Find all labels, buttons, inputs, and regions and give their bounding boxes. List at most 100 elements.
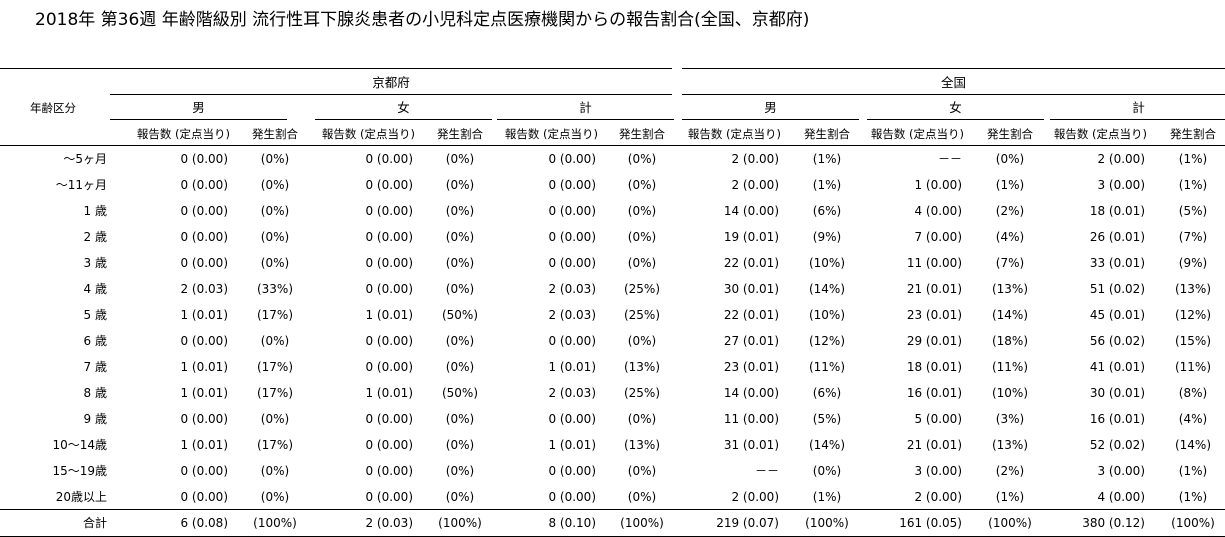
count-cell: 0 (0.00) [180, 204, 228, 218]
total-count-cell: 6 (0.08) [180, 516, 228, 530]
total-rate-cell: (100%) [253, 516, 297, 530]
age-label: 15～19歳 [52, 464, 107, 478]
rate-cell: (50%) [441, 386, 479, 400]
count-cell: 27 (0.01) [723, 334, 779, 348]
age-label: 7 歳 [83, 360, 107, 374]
count-cell: 0 (0.00) [365, 204, 413, 218]
total-count-cell: 219 (0.07) [716, 516, 779, 530]
count-cell: 0 (0.00) [365, 412, 413, 426]
age-label: 8 歳 [83, 386, 107, 400]
count-cell: 0 (0.00) [365, 334, 413, 348]
rate-cell: (0%) [627, 256, 657, 270]
count-cell: 0 (0.00) [365, 360, 413, 374]
total-rate-cell: (100%) [988, 516, 1032, 530]
count-cell: 26 (0.01) [1089, 230, 1145, 244]
count-cell: 1 (0.01) [180, 438, 228, 452]
header-bottom-rule [0, 145, 1225, 146]
rate-cell: (2%) [995, 204, 1025, 218]
rate-cell: (4%) [995, 230, 1025, 244]
rate-cell: (0%) [260, 490, 290, 504]
rate-cell: (17%) [256, 386, 294, 400]
total-rate-cell: (100%) [805, 516, 849, 530]
count-cell: 5 (0.00) [914, 412, 962, 426]
count-cell: 23 (0.01) [723, 360, 779, 374]
rate-cell: (0%) [445, 230, 475, 244]
count-cell: 11 (0.00) [723, 412, 779, 426]
rate-cell: (0%) [445, 282, 475, 296]
rate-cell: (11%) [808, 360, 846, 374]
rate-cell: (1%) [995, 490, 1025, 504]
region-underline-0 [110, 94, 672, 95]
count-cell: 0 (0.00) [180, 256, 228, 270]
count-cell: 0 (0.00) [548, 490, 596, 504]
rate-cell: (11%) [991, 360, 1029, 374]
rate-subheader: 発生割合 [437, 127, 483, 141]
rate-cell: (0%) [812, 464, 842, 478]
rate-subheader: 発生割合 [619, 127, 665, 141]
sex-header: 女 [949, 100, 962, 115]
total-top-rule [0, 509, 1225, 510]
count-cell: 16 (0.01) [1089, 412, 1145, 426]
rate-cell: (10%) [808, 308, 846, 322]
count-cell: 1 (0.01) [180, 360, 228, 374]
rate-cell: (14%) [808, 282, 846, 296]
rate-cell: (7%) [995, 256, 1025, 270]
rate-subheader: 発生割合 [804, 127, 850, 141]
top-rule [0, 68, 672, 69]
count-subheader: 報告数 (定点当り) [1053, 127, 1147, 141]
count-cell: 1 (0.01) [548, 360, 596, 374]
total-label: 合計 [82, 516, 107, 530]
count-cell: 0 (0.00) [365, 256, 413, 270]
rate-cell: (1%) [812, 178, 842, 192]
rate-cell: (15%) [1174, 334, 1212, 348]
rate-cell: (17%) [256, 438, 294, 452]
rate-cell: (11%) [1174, 360, 1212, 374]
age-label: 1 歳 [83, 204, 107, 218]
page-title: 2018年 第36週 年齢階級別 流行性耳下腺炎患者の小児科定点医療機関からの報… [35, 10, 810, 30]
total-count-cell: 380 (0.12) [1082, 516, 1145, 530]
sex-header: 男 [192, 100, 205, 115]
rate-cell: (12%) [808, 334, 846, 348]
count-cell: 0 (0.00) [365, 464, 413, 478]
count-cell: 33 (0.01) [1089, 256, 1145, 270]
count-cell: 0 (0.00) [180, 230, 228, 244]
rate-cell: (0%) [627, 464, 657, 478]
rate-cell: (1%) [812, 490, 842, 504]
count-cell: 0 (0.00) [180, 412, 228, 426]
count-cell: 1 (0.01) [180, 308, 228, 322]
count-cell: 0 (0.00) [548, 230, 596, 244]
rate-cell: (6%) [812, 204, 842, 218]
count-cell: 29 (0.01) [906, 334, 962, 348]
rate-cell: (9%) [1178, 256, 1208, 270]
sex-underline-3 [682, 119, 859, 120]
count-cell: 1 (0.00) [914, 178, 962, 192]
sex-header: 女 [397, 100, 410, 115]
rate-cell: (3%) [995, 412, 1025, 426]
rate-cell: (0%) [260, 464, 290, 478]
count-cell: 0 (0.00) [180, 490, 228, 504]
sex-underline-2 [497, 119, 674, 120]
rate-cell: (0%) [260, 412, 290, 426]
count-cell: 0 (0.00) [180, 464, 228, 478]
rate-cell: (0%) [260, 178, 290, 192]
rate-cell: (1%) [1178, 178, 1208, 192]
sex-header: 計 [1132, 100, 1145, 115]
count-cell: 0 (0.00) [180, 334, 228, 348]
rate-cell: (0%) [445, 334, 475, 348]
count-cell: 0 (0.00) [365, 490, 413, 504]
count-cell: 3 (0.00) [914, 464, 962, 478]
count-cell: 2 (0.00) [731, 490, 779, 504]
count-subheader: 報告数 (定点当り) [870, 127, 964, 141]
sex-header: 男 [764, 100, 777, 115]
rate-cell: (0%) [260, 256, 290, 270]
rate-cell: (4%) [1178, 412, 1208, 426]
rate-cell: (0%) [260, 204, 290, 218]
count-cell: 2 (0.00) [731, 152, 779, 166]
rate-cell: (0%) [627, 204, 657, 218]
rate-cell: (5%) [1178, 204, 1208, 218]
rate-cell: (14%) [808, 438, 846, 452]
rate-cell: (18%) [991, 334, 1029, 348]
count-cell: 4 (0.00) [1097, 490, 1145, 504]
count-cell: 30 (0.01) [723, 282, 779, 296]
rate-cell: (7%) [1178, 230, 1208, 244]
